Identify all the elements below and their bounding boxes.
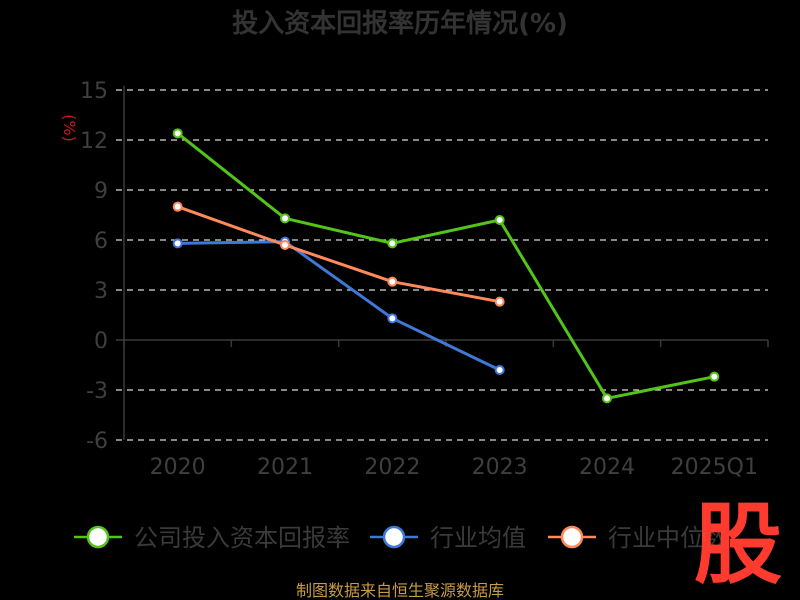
logo-mark: 股 <box>694 493 782 596</box>
y-tick-label: -3 <box>86 379 108 404</box>
y-tick-label: 15 <box>80 79 108 104</box>
series-line <box>176 132 715 400</box>
x-tick-label: 2020 <box>150 455 206 480</box>
legend-marker <box>560 525 584 549</box>
data-source-note: 制图数据来自恒生聚源数据库 <box>296 581 504 600</box>
legend-marker <box>382 525 406 549</box>
data-point <box>387 276 398 287</box>
x-tick-label: 2021 <box>257 455 313 480</box>
axes <box>116 86 769 440</box>
chart-title: 投入资本回报率历年情况(%) <box>232 8 568 39</box>
x-tick-label: 2023 <box>472 455 528 480</box>
data-point <box>494 365 505 375</box>
data-point <box>387 313 398 324</box>
grid-lines <box>116 89 768 441</box>
series-line <box>177 205 500 304</box>
data-point <box>280 240 290 250</box>
series-group <box>172 128 720 404</box>
data-point <box>172 238 183 249</box>
y-tick-label: -6 <box>86 429 108 454</box>
y-axis-label: (%) <box>60 114 79 142</box>
legend-label: 公司投入资本回报率 <box>134 524 350 552</box>
data-point <box>494 215 505 225</box>
y-tick-label: 12 <box>80 129 108 154</box>
data-point <box>709 371 720 382</box>
legend: 公司投入资本回报率 行业均值 行业中位数 <box>74 524 728 552</box>
data-point <box>494 296 505 307</box>
y-tick-label: 0 <box>94 329 108 354</box>
data-point <box>602 393 612 404</box>
legend-marker <box>86 525 110 549</box>
data-point <box>387 238 398 249</box>
tick-labels: 15 12 9 6 3 0 -3 -6 2020 2021 2022 2023 2024 2025Q1 <box>80 79 758 480</box>
x-tick-label: 2024 <box>579 455 635 480</box>
x-tick-label: 2025Q1 <box>671 455 758 480</box>
y-tick-label: 6 <box>94 229 108 254</box>
y-tick-label: 9 <box>94 179 108 204</box>
data-point <box>172 128 183 139</box>
x-tick-label: 2022 <box>364 455 420 480</box>
y-tick-label: 3 <box>94 279 108 304</box>
data-point <box>280 213 290 224</box>
series-line <box>177 240 501 372</box>
legend-label: 行业均值 <box>430 524 526 552</box>
data-point <box>172 201 183 212</box>
legend-label: 行业中位数 <box>608 524 728 552</box>
